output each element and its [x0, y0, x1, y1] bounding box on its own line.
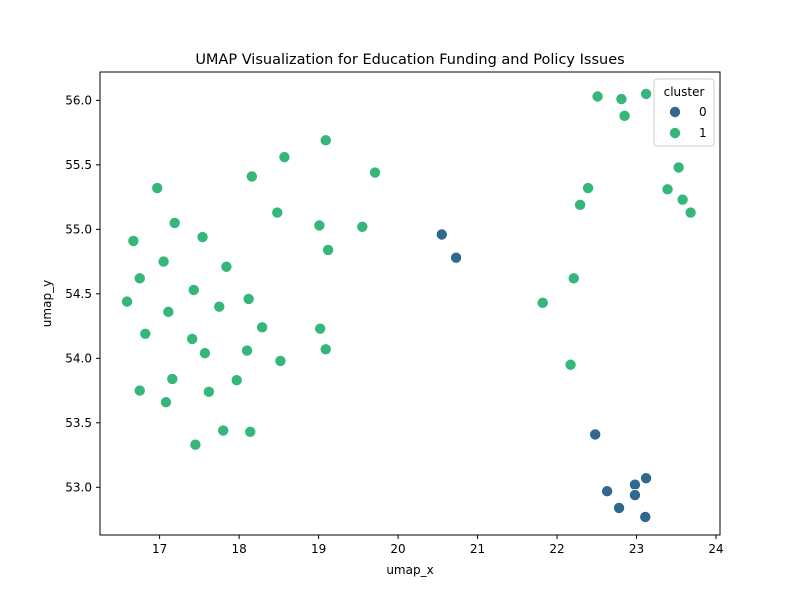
data-point-cluster-1 [574, 198, 587, 211]
data-point-cluster-1 [615, 93, 628, 106]
x-axis: 17 18 19 20 21 22 23 24 [152, 535, 724, 556]
y-tick-label: 55.5 [65, 158, 92, 172]
chart-title: UMAP Visualization for Education Funding… [195, 52, 624, 68]
data-point-cluster-1 [591, 90, 604, 103]
data-point-cluster-1 [564, 358, 577, 371]
data-point-cluster-0 [639, 510, 652, 523]
data-point-cluster-1 [202, 385, 215, 398]
x-tick-label: 17 [152, 542, 167, 556]
data-point-cluster-1 [314, 322, 327, 335]
data-point-cluster-1 [271, 206, 284, 219]
data-point-cluster-1 [244, 425, 257, 438]
data-point-cluster-0 [601, 485, 614, 498]
x-tick-label: 18 [231, 542, 246, 556]
data-point-cluster-0 [450, 251, 463, 264]
data-point-cluster-1 [356, 220, 369, 233]
x-tick-label: 20 [390, 542, 405, 556]
data-point-cluster-1 [640, 87, 653, 100]
x-tick-label: 24 [708, 542, 723, 556]
data-point-cluster-1 [166, 372, 179, 385]
x-tick-label: 22 [549, 542, 564, 556]
data-point-cluster-1 [198, 347, 211, 360]
legend-marker-1 [669, 127, 682, 140]
data-point-cluster-1 [133, 272, 146, 285]
legend-title: cluster [664, 85, 705, 99]
data-point-cluster-1 [230, 374, 243, 387]
data-point-cluster-1 [217, 424, 230, 437]
x-axis-label: umap_x [386, 563, 433, 577]
legend-box [653, 78, 715, 147]
data-point-cluster-1 [319, 343, 332, 356]
y-tick-label: 54.0 [65, 351, 92, 365]
data-point-cluster-1 [133, 384, 146, 397]
data-point-cluster-0 [435, 228, 448, 241]
y-tick-label: 54.5 [65, 287, 92, 301]
data-point-cluster-1 [274, 354, 287, 367]
data-point-cluster-1 [186, 332, 199, 345]
data-point-cluster-1 [319, 134, 332, 147]
data-point-cluster-1 [189, 438, 202, 451]
data-point-cluster-1 [151, 182, 164, 195]
legend-label-1: 1 [699, 126, 707, 140]
data-point-cluster-1 [213, 300, 226, 313]
legend-label-0: 0 [699, 105, 707, 119]
data-point-cluster-0 [589, 428, 602, 441]
data-point-cluster-1 [196, 231, 209, 244]
legend-marker-0 [669, 106, 682, 119]
data-point-cluster-0 [628, 478, 641, 491]
plot-area-frame [99, 71, 721, 536]
data-points [121, 87, 697, 523]
data-point-cluster-1 [162, 305, 175, 318]
x-tick-label: 21 [470, 542, 485, 556]
data-point-cluster-1 [582, 182, 595, 195]
data-point-cluster-1 [242, 292, 255, 305]
y-tick-label: 53.5 [65, 416, 92, 430]
data-point-cluster-1 [278, 151, 291, 164]
data-point-cluster-0 [613, 501, 626, 514]
data-point-cluster-1 [684, 206, 697, 219]
y-axis: 53.0 53.5 54.0 54.5 55.0 55.5 56.0 [65, 93, 100, 494]
data-point-cluster-1 [536, 296, 549, 309]
data-point-cluster-1 [676, 193, 689, 206]
data-point-cluster-1 [672, 161, 685, 174]
data-point-cluster-0 [640, 472, 653, 485]
data-point-cluster-1 [121, 295, 134, 308]
data-point-cluster-1 [567, 272, 580, 285]
y-tick-label: 56.0 [65, 93, 92, 107]
y-tick-label: 55.0 [65, 222, 92, 236]
y-axis-label: umap_y [40, 280, 54, 327]
data-point-cluster-1 [661, 183, 674, 196]
data-point-cluster-1 [245, 170, 258, 183]
data-point-cluster-1 [127, 234, 140, 247]
x-tick-label: 19 [311, 542, 326, 556]
data-point-cluster-1 [157, 255, 170, 268]
data-point-cluster-1 [187, 283, 200, 296]
data-point-cluster-1 [369, 166, 382, 179]
data-point-cluster-1 [322, 243, 335, 256]
data-point-cluster-0 [628, 489, 641, 502]
data-point-cluster-1 [618, 109, 631, 122]
y-tick-label: 53.0 [65, 480, 92, 494]
data-point-cluster-1 [168, 216, 181, 229]
data-point-cluster-1 [241, 344, 254, 357]
data-point-cluster-1 [139, 327, 152, 340]
data-point-cluster-1 [256, 321, 269, 334]
x-tick-label: 23 [629, 542, 644, 556]
legend: cluster 0 1 [653, 78, 715, 147]
data-point-cluster-1 [313, 219, 326, 232]
data-point-cluster-1 [220, 260, 233, 273]
data-point-cluster-1 [159, 396, 172, 409]
